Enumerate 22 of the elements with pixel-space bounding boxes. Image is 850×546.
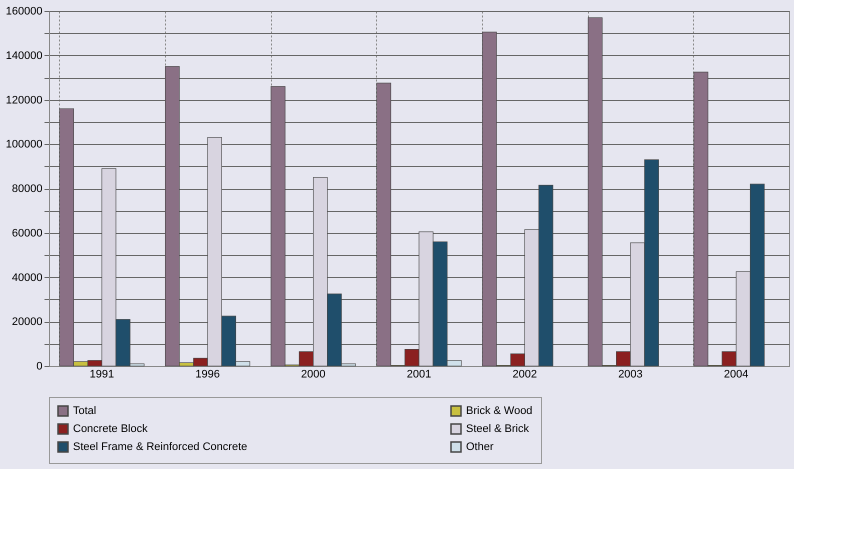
x-tick-label: 1996 (195, 368, 220, 380)
legend-label: Brick & Wood (466, 405, 532, 417)
legend-label: Steel Frame & Reinforced Concrete (73, 441, 248, 453)
x-tick-label: 2000 (301, 368, 326, 380)
y-tick-label: 160000 (6, 6, 42, 18)
y-tick-label: 20000 (12, 316, 42, 328)
x-tick-label: 2002 (512, 368, 537, 380)
y-tick-label: 80000 (12, 183, 42, 195)
legend-label: Steel & Brick (466, 423, 530, 435)
y-tick-label: 100000 (6, 138, 42, 151)
y-tick-label: 40000 (12, 272, 42, 284)
legend-label: Concrete Block (73, 423, 148, 435)
x-tick-label: 2004 (724, 368, 748, 380)
x-tick-label: 2003 (618, 368, 643, 380)
y-tick-label: 120000 (6, 94, 42, 106)
x-tick-label: 1991 (90, 368, 114, 380)
legend-label: Total (73, 405, 96, 417)
legend-label: Other (466, 441, 494, 453)
y-tick-label: 140000 (6, 50, 42, 62)
y-tick-label: 0 (36, 360, 42, 372)
x-tick-label: 2001 (406, 368, 432, 380)
y-tick-label: 60000 (12, 227, 42, 240)
